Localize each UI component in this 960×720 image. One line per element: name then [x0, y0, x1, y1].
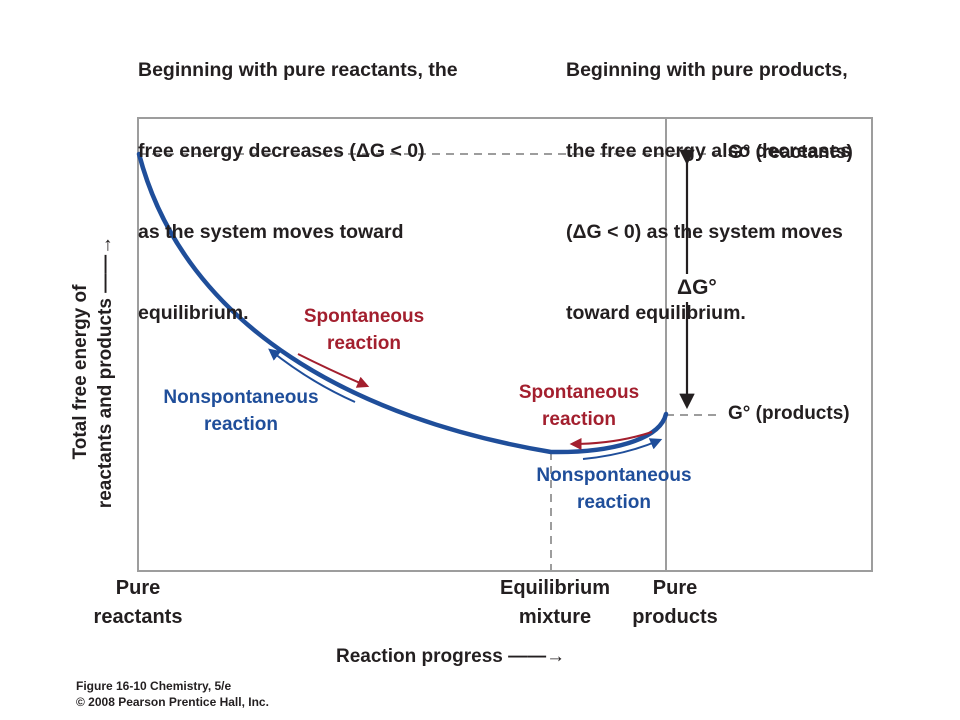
nonspontaneous-left-arrow	[268, 348, 356, 403]
annotation-line: reaction	[204, 414, 278, 435]
x-label-line: Equilibrium	[500, 577, 610, 599]
x-label-pure-reactants: Pure reactants	[72, 574, 204, 632]
caption-line: toward equilibrium.	[566, 302, 746, 324]
x-label-line: mixture	[518, 606, 592, 628]
nonspontaneous-left-label: Nonspontaneous reaction	[150, 384, 332, 438]
spontaneous-left-label: Spontaneous reaction	[284, 303, 444, 357]
x-axis-title: Reaction progress ——→	[336, 646, 566, 667]
annotation-line: reaction	[577, 492, 651, 513]
annotation-line: reaction	[542, 409, 616, 430]
spontaneous-right-label: Spontaneous reaction	[504, 379, 654, 433]
caption-line: Beginning with pure reactants, the	[138, 59, 458, 81]
caption-pure-products: Beginning with pure products, the free e…	[566, 3, 851, 354]
spontaneous-right-arrow	[569, 431, 653, 450]
free-energy-curve	[136, 151, 669, 455]
nonspontaneous-right-arrow	[582, 438, 663, 460]
g-products-label: G° (products)	[728, 403, 850, 424]
x-label-line: products	[632, 606, 718, 628]
annotation-line: Nonspontaneous	[163, 387, 319, 408]
caption-line: as the system moves toward	[138, 221, 404, 243]
g-reactants-label: G° (reactants)	[728, 142, 853, 163]
annotation-line: reaction	[327, 333, 401, 354]
y-axis-title: Total free energy of reactants and produ…	[68, 162, 128, 582]
x-label-line: Pure	[115, 577, 161, 599]
figure-credit: Figure 16-10 Chemistry, 5/e © 2008 Pears…	[76, 678, 269, 710]
annotation-line: Spontaneous	[518, 382, 640, 403]
credit-line: © 2008 Pearson Prentice Hall, Inc.	[76, 695, 269, 709]
caption-line: the free energy also decreases	[566, 140, 852, 162]
x-label-pure-products: Pure products	[615, 574, 735, 632]
annotation-line: Nonspontaneous	[536, 465, 692, 486]
credit-line: Figure 16-10 Chemistry, 5/e	[76, 679, 232, 693]
x-label-equilibrium-mixture: Equilibrium mixture	[480, 574, 630, 632]
y-axis-title-line: reactants and products ——→	[95, 235, 116, 509]
caption-line: (ΔG < 0) as the system moves	[566, 221, 843, 243]
nonspontaneous-right-label: Nonspontaneous reaction	[522, 462, 706, 516]
caption-line: Beginning with pure products,	[566, 59, 848, 81]
plot-frame	[137, 117, 873, 572]
caption-line: equilibrium.	[138, 302, 249, 324]
delta-g-label: ΔG°	[676, 274, 718, 302]
spontaneous-left-arrow	[297, 353, 370, 388]
x-label-line: reactants	[93, 606, 183, 628]
annotation-line: Spontaneous	[303, 306, 425, 327]
caption-pure-reactants: Beginning with pure reactants, the free …	[138, 3, 458, 354]
caption-line: free energy decreases (ΔG < 0)	[138, 140, 425, 162]
y-axis-title-line: Total free energy of	[70, 284, 91, 460]
x-label-line: Pure	[652, 577, 698, 599]
